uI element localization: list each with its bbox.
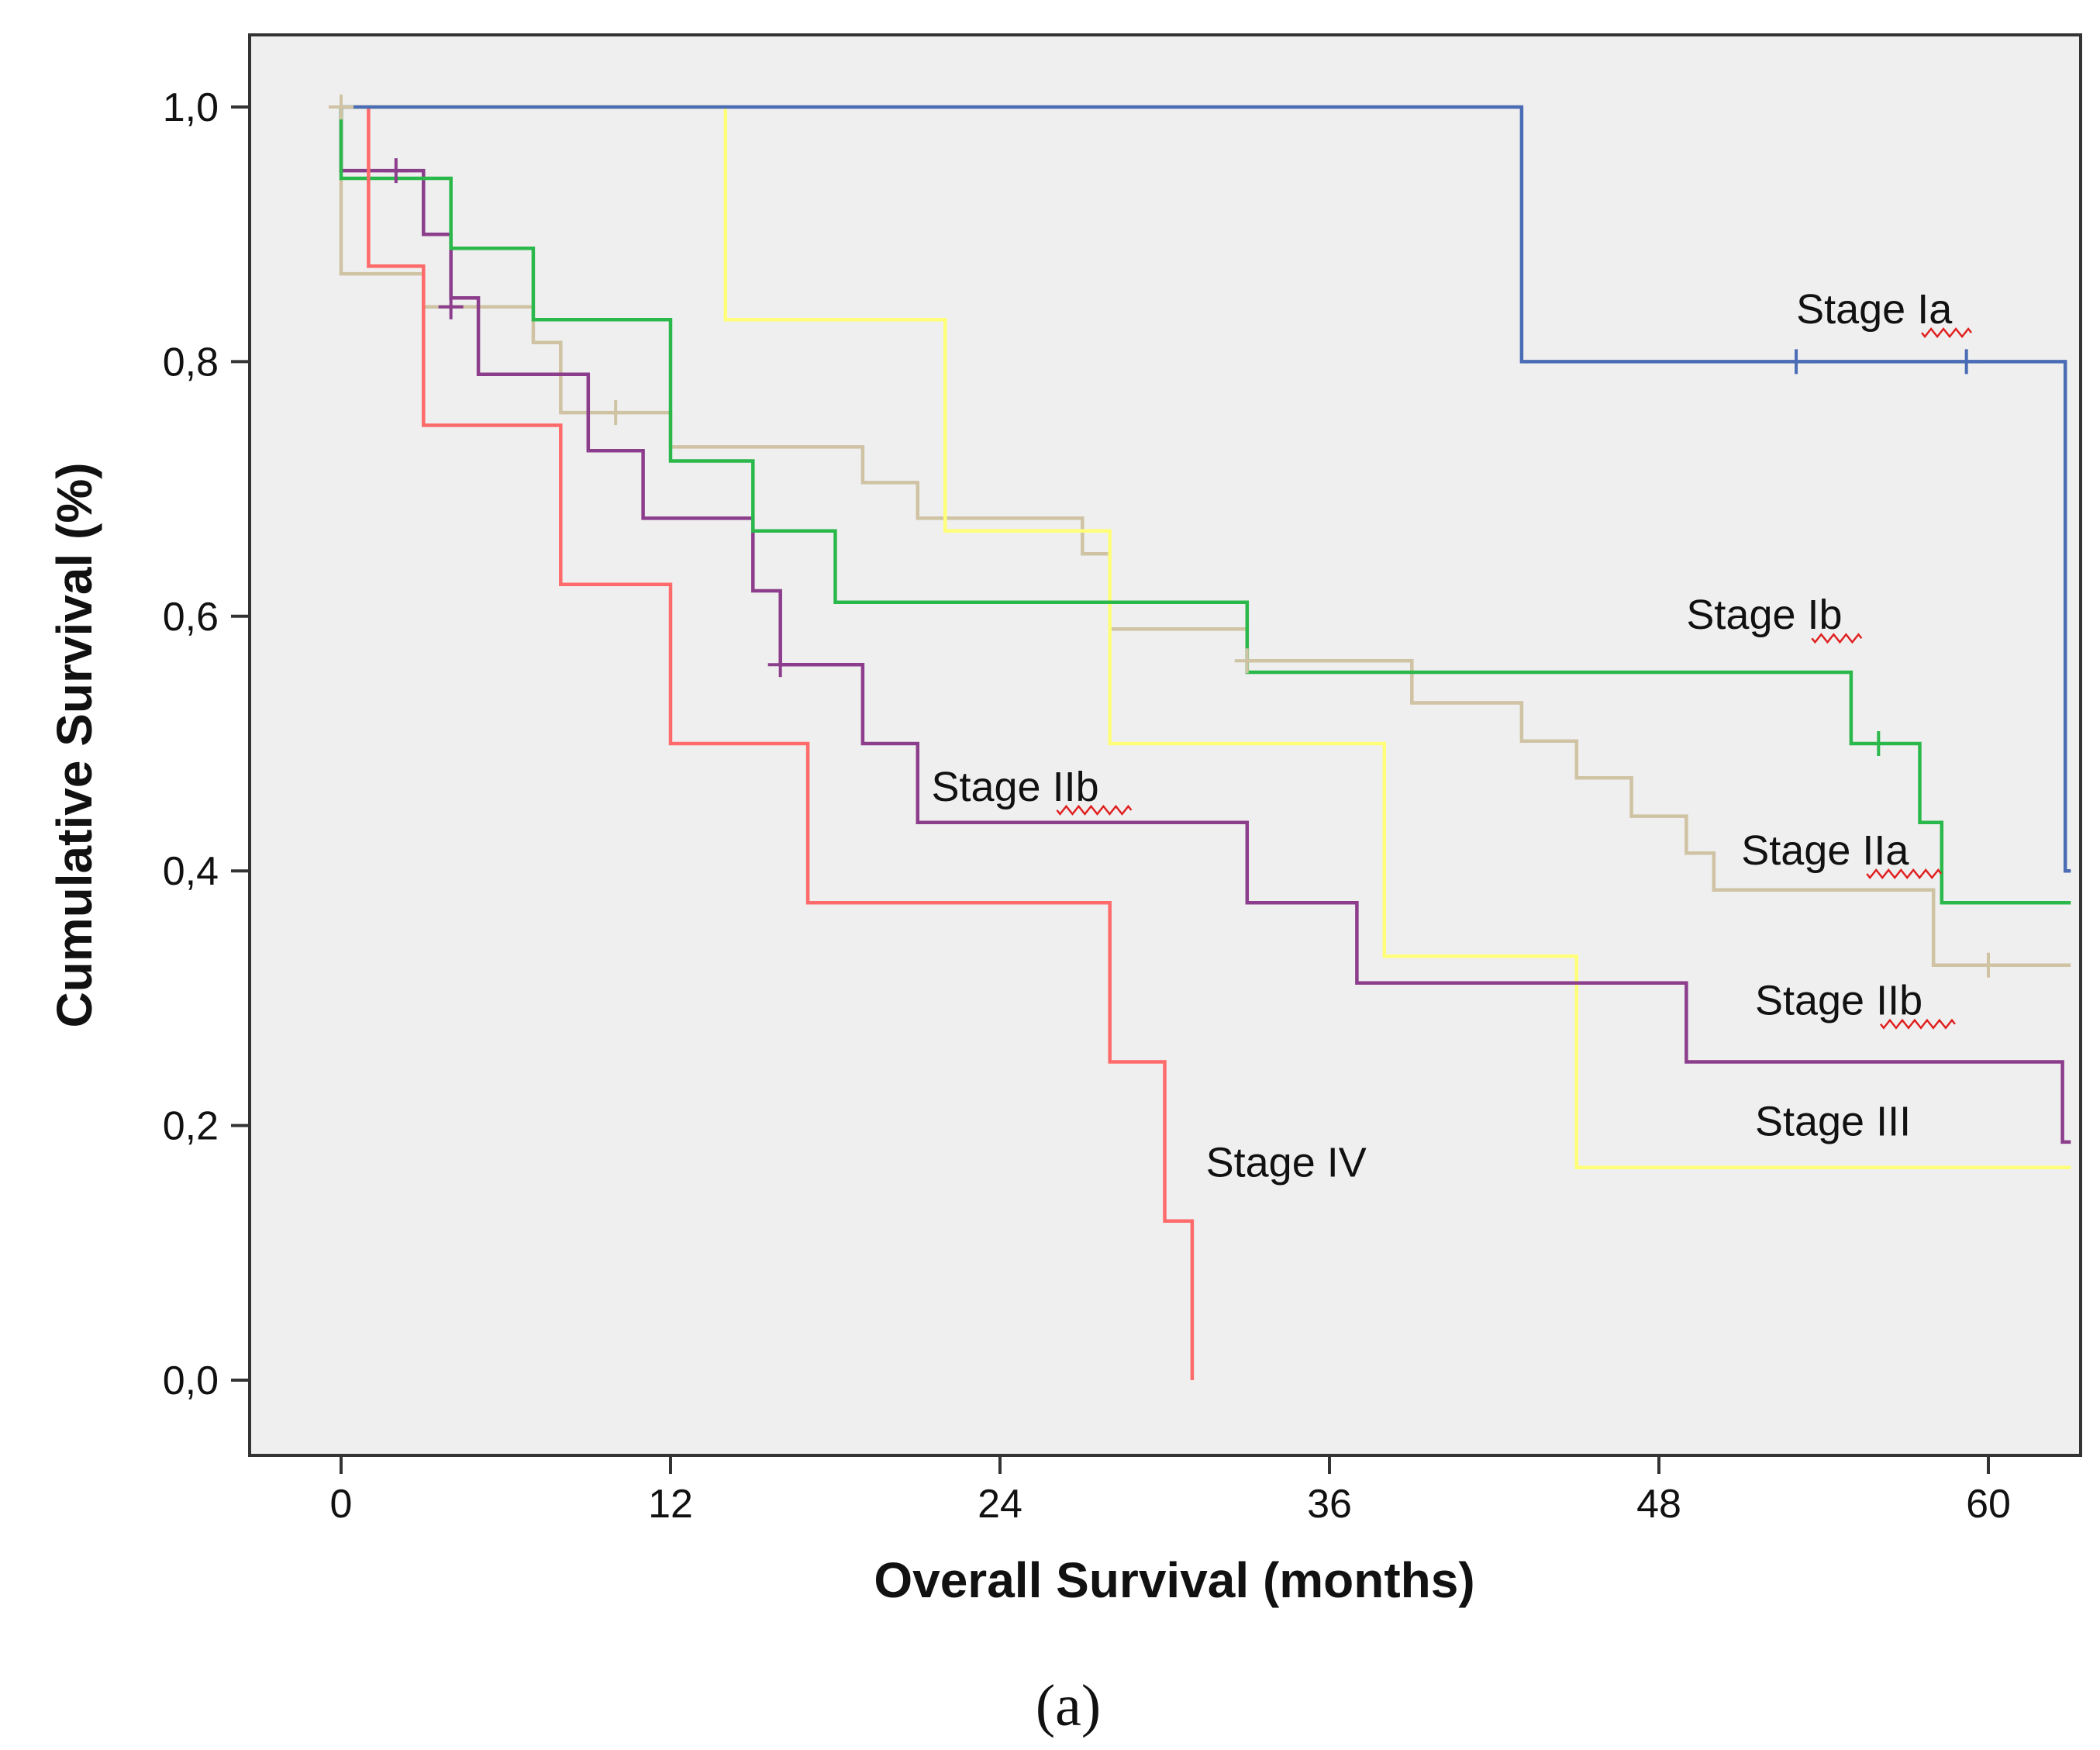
series-labels: Stage Ia Stage Ib Stage IIa Stage IIb Stage …	[931, 286, 1973, 1186]
series-line-stage-iv	[367, 107, 1195, 1380]
series-label-stage-ib: Stage Ib	[1686, 592, 1842, 638]
y-axis: 0,0 0,2 0,4 0,6 0,8 1,0	[163, 85, 250, 1403]
x-tick-label: 48	[1636, 1482, 1681, 1527]
y-tick-label: 0,4	[163, 849, 219, 894]
x-axis-title: Overall Survival (months)	[874, 1552, 1474, 1608]
series-label-stage-iib-right: Stage IIb	[1755, 978, 1922, 1024]
x-tick-label: 0	[330, 1482, 353, 1527]
series-line-stage-ib	[339, 107, 2071, 905]
x-tick-label: 36	[1307, 1482, 1352, 1527]
x-tick-label: 12	[648, 1482, 693, 1527]
plot-frame	[248, 33, 2082, 1457]
figure-caption: (a)	[1036, 1673, 1101, 1738]
spellcheck-squiggle	[1866, 868, 1943, 879]
x-axis: 0 12 24 36 48 60	[330, 1455, 2011, 1527]
series-line-stage-ia	[341, 105, 2071, 873]
y-axis-title: Cumulative Survival (%)	[47, 462, 102, 1027]
series-label-stage-iib: Stage IIb	[931, 764, 1098, 810]
y-tick-label: 0,0	[163, 1358, 219, 1403]
spellcheck-squiggle	[1921, 327, 1973, 339]
series-line-stage-iib	[339, 107, 2071, 1144]
y-tick-label: 0,6	[163, 595, 219, 640]
y-tick-label: 0,2	[163, 1104, 219, 1149]
series-line-stage-iii	[341, 105, 2071, 1170]
series-label-stage-iv: Stage IV	[1206, 1139, 1367, 1186]
spellcheck-squiggle	[1811, 633, 1863, 644]
x-tick-label: 60	[1966, 1482, 2011, 1527]
spellcheck-squiggle	[1056, 804, 1133, 816]
series-label-stage-ia: Stage Ia	[1796, 286, 1953, 333]
spellcheck-squiggle	[1879, 1018, 1956, 1030]
series-label-stage-iii: Stage III	[1755, 1099, 1911, 1145]
series-layer	[339, 105, 2071, 1380]
censor-marks	[329, 95, 2001, 978]
x-tick-label: 24	[978, 1482, 1022, 1527]
y-tick-label: 0,8	[163, 340, 219, 385]
y-tick-label: 1,0	[163, 85, 219, 130]
series-label-stage-iia: Stage IIa	[1741, 827, 1909, 874]
